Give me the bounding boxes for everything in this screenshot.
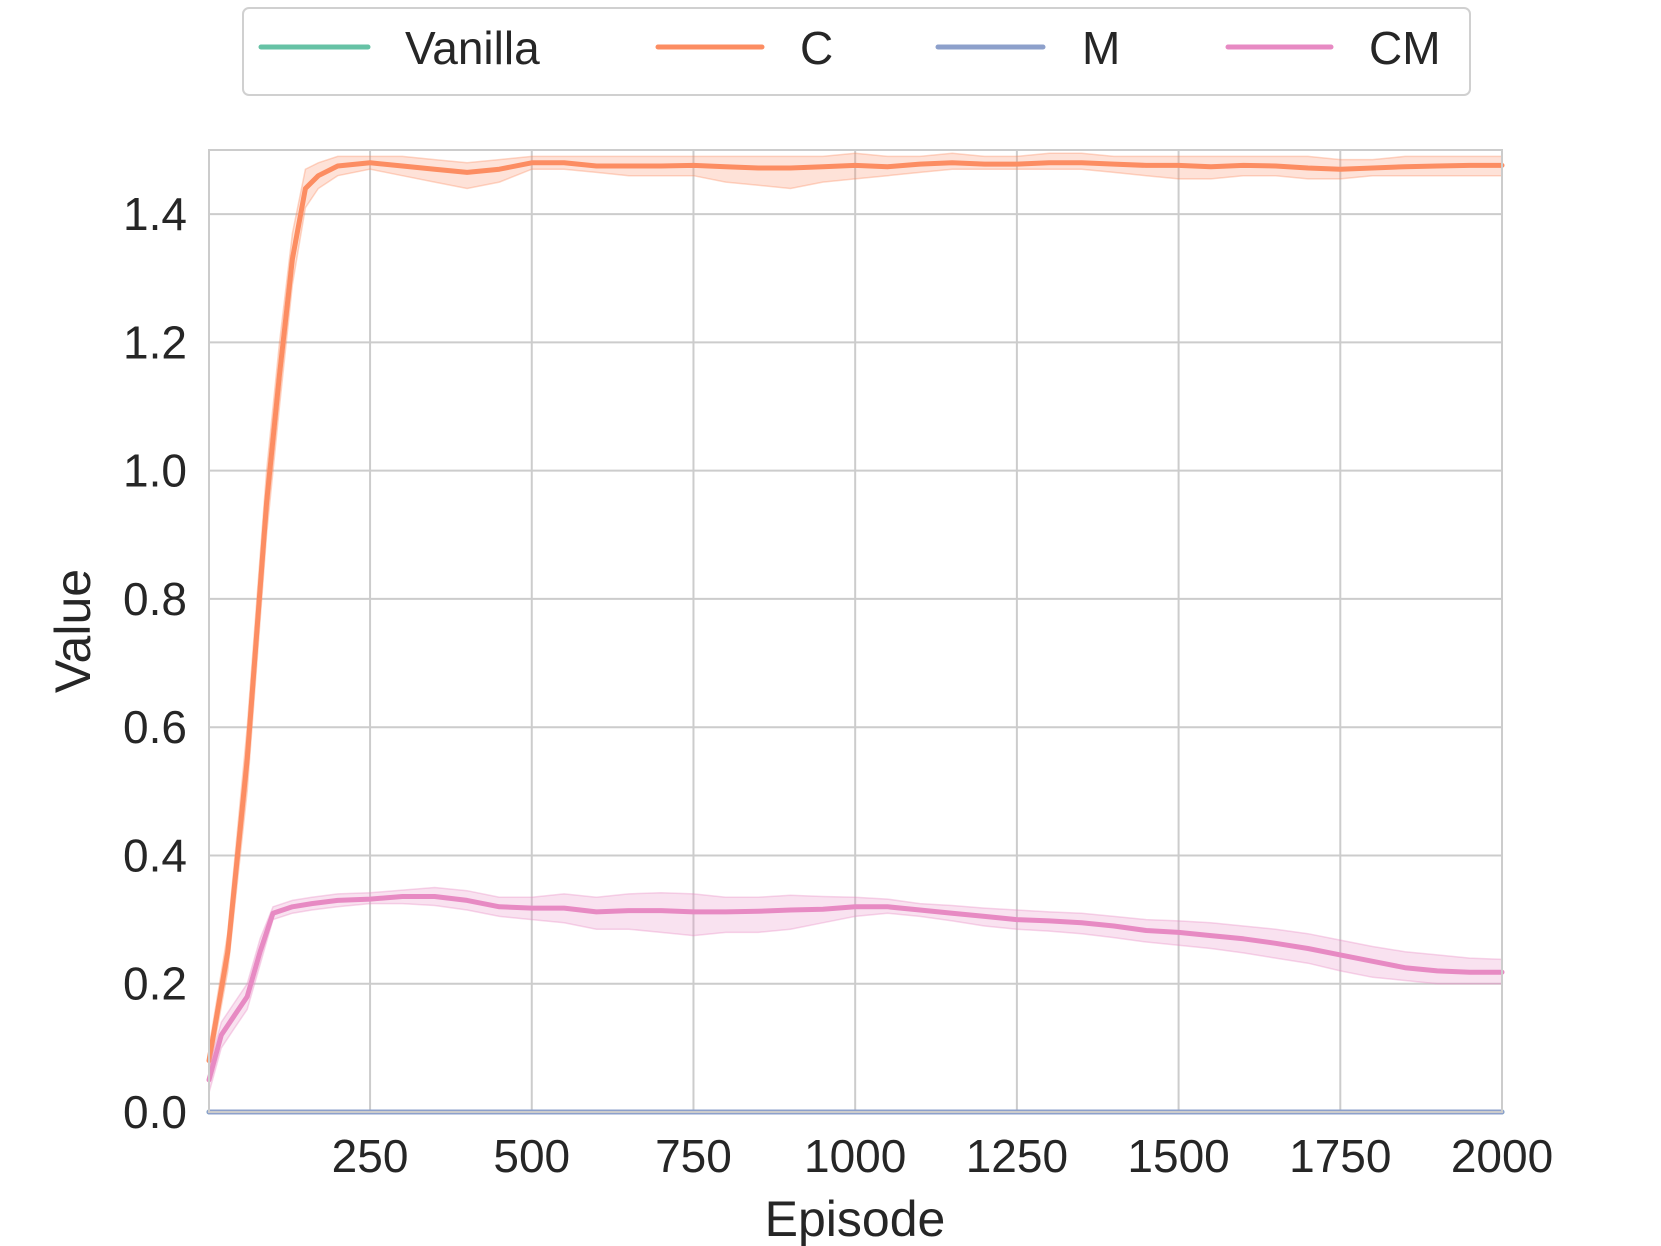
- y-tick-label: 1.2: [123, 316, 187, 368]
- x-tick-label: 750: [655, 1130, 732, 1182]
- x-tick-label: 1500: [1127, 1130, 1229, 1182]
- y-tick-label: 0.2: [123, 958, 187, 1010]
- x-tick-label: 1750: [1289, 1130, 1391, 1182]
- legend-label-cm: CM: [1369, 22, 1441, 74]
- x-tick-label: 1000: [804, 1130, 906, 1182]
- series-line-cm: [206, 894, 1505, 1083]
- y-tick-label: 0.0: [123, 1086, 187, 1138]
- y-axis-label: Value: [45, 569, 101, 693]
- y-tick-label: 1.0: [123, 445, 187, 497]
- legend-frame: [242, 7, 1471, 96]
- y-tick-label: 0.4: [123, 829, 187, 881]
- x-tick-label: 2000: [1451, 1130, 1553, 1182]
- x-tick-label: 250: [332, 1130, 409, 1182]
- x-tick-label: 1250: [966, 1130, 1068, 1182]
- plot-area: [206, 149, 1505, 1115]
- legend-label-c: C: [800, 22, 833, 74]
- y-axis-ticks: 0.0 0.2 0.4 0.6 0.8 1.0 1.2 1.4: [123, 188, 187, 1138]
- plot-frame: [208, 149, 1503, 1113]
- x-axis-label: Episode: [765, 1191, 946, 1246]
- legend: Vanilla C M CM: [242, 7, 1471, 96]
- y-tick-label: 0.8: [123, 573, 187, 625]
- legend-label-m: M: [1082, 22, 1120, 74]
- x-tick-label: 500: [493, 1130, 570, 1182]
- y-tick-label: 1.4: [123, 188, 187, 240]
- x-axis-ticks: 250 500 750 1000 1250 1500 1750 2000: [332, 1130, 1553, 1182]
- series-line-c: [206, 160, 1505, 1064]
- legend-label-vanilla: Vanilla: [405, 22, 540, 74]
- y-tick-label: 0.6: [123, 701, 187, 753]
